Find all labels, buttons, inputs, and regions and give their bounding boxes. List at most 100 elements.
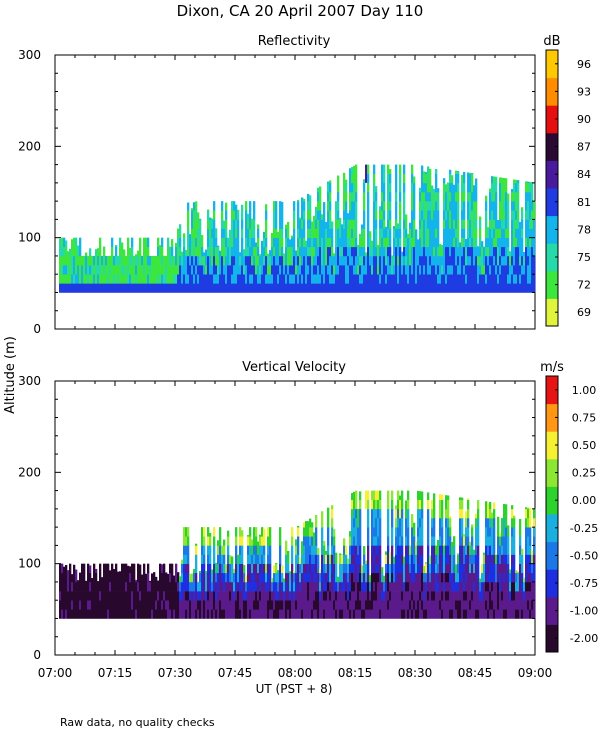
data-cell (427, 182, 430, 193)
data-cell (527, 591, 530, 601)
data-cell (127, 283, 130, 293)
data-cell (473, 274, 476, 284)
data-cell (249, 219, 252, 229)
data-cell (419, 600, 422, 610)
data-cell (185, 572, 188, 583)
data-cell (489, 600, 492, 610)
data-cell (301, 609, 304, 619)
data-cell (409, 228, 412, 238)
data-cell (221, 563, 224, 574)
data-cell (201, 554, 204, 564)
data-cell (405, 246, 408, 257)
data-cell (111, 581, 114, 592)
data-cell (273, 572, 276, 583)
data-cell (255, 536, 258, 546)
data-cell (351, 173, 354, 184)
data-cell (161, 283, 164, 293)
data-cell (353, 192, 356, 202)
data-cell (423, 274, 426, 284)
data-cell (261, 240, 264, 248)
data-cell (195, 591, 198, 601)
data-cell (373, 591, 376, 601)
data-cell (413, 283, 416, 293)
data-cell (179, 600, 182, 610)
data-cell (521, 554, 524, 564)
data-cell (513, 265, 516, 275)
data-cell (341, 246, 344, 257)
data-cell (97, 591, 100, 601)
data-cell (63, 246, 66, 257)
data-cell (107, 255, 110, 266)
data-cell (243, 581, 246, 592)
data-cell (177, 572, 180, 583)
data-cell (223, 539, 226, 546)
data-cell (515, 283, 518, 293)
data-cell (213, 201, 216, 211)
data-cell (475, 527, 478, 537)
data-cell (269, 255, 272, 266)
data-cell (387, 499, 390, 510)
data-cell (449, 283, 452, 293)
data-cell (203, 255, 206, 266)
data-cell (269, 609, 272, 619)
data-cell (157, 265, 160, 275)
data-cell (363, 572, 366, 583)
data-cell (389, 182, 392, 193)
data-cell (105, 283, 108, 293)
data-cell (499, 201, 502, 211)
data-cell (417, 508, 420, 519)
data-cell (247, 563, 250, 574)
data-cell (313, 600, 316, 610)
data-cell (405, 283, 408, 293)
data-cell (307, 554, 310, 564)
data-cell (443, 572, 446, 583)
data-cell (239, 581, 242, 592)
data-cell (415, 229, 418, 238)
data-cell (187, 228, 190, 238)
data-cell (361, 228, 364, 238)
data-cell (363, 255, 366, 266)
data-cell (469, 609, 472, 619)
data-cell (223, 265, 226, 275)
data-cell (505, 609, 508, 619)
data-cell (233, 265, 236, 275)
data-cell (431, 185, 434, 193)
data-cell (59, 265, 62, 275)
data-cell (441, 536, 444, 546)
data-cell (227, 255, 230, 266)
y-axis-label: Altitude (m) (3, 336, 18, 414)
data-cell (115, 572, 118, 583)
data-cell (391, 609, 394, 619)
data-cell (75, 572, 78, 583)
data-cell (483, 591, 486, 601)
data-cell (291, 609, 294, 619)
data-cell (481, 591, 484, 601)
data-cell (93, 265, 96, 275)
data-cell (467, 572, 470, 583)
data-cell (163, 581, 166, 592)
data-cell (401, 265, 404, 275)
data-cell (189, 255, 192, 266)
data-cell (287, 554, 290, 564)
data-cell (93, 255, 96, 266)
data-cell (383, 164, 386, 175)
data-cell (179, 265, 182, 275)
data-cell (475, 600, 478, 610)
data-cell (273, 609, 276, 619)
data-cell (391, 591, 394, 601)
data-cell (313, 536, 316, 546)
data-cell (299, 265, 302, 275)
data-cell (303, 237, 306, 248)
data-cell (305, 609, 308, 619)
data-cell (367, 237, 370, 248)
data-cell (149, 581, 152, 592)
data-cell (121, 591, 124, 601)
data-cell (115, 255, 118, 266)
data-cell (511, 237, 514, 248)
data-cell (449, 536, 452, 546)
velocity-panel: Vertical Velocity 07:00 07:15 07:30 07:45 08… (18, 360, 598, 680)
data-cell (107, 591, 110, 601)
data-cell (81, 600, 84, 610)
data-cell (527, 192, 530, 202)
data-cell (507, 545, 510, 555)
